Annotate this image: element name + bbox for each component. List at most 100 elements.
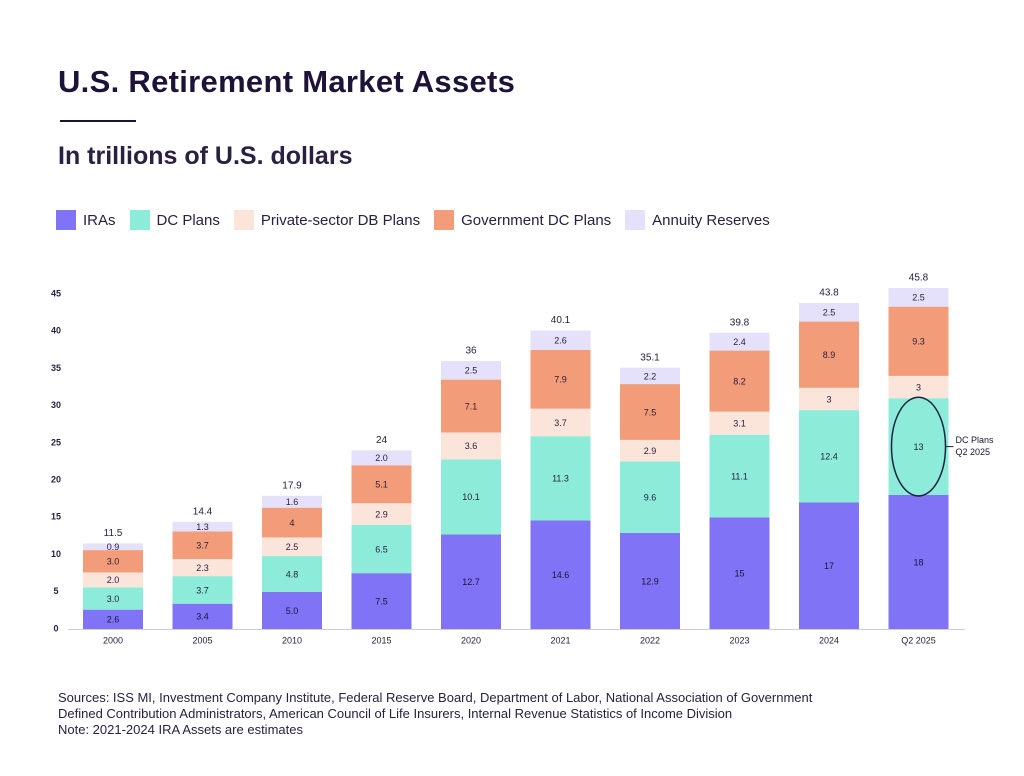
- legend-label-annuity-reserves: Annuity Reserves: [652, 211, 770, 229]
- stacked-bar-chart: 0 5 10 15 20 25 30 35 40 45 2.6 3.0 2.0 3.0 0.9 11.5 200…: [51, 273, 995, 646]
- bar-label-annuity-reserves-2021: 2.6: [554, 336, 567, 346]
- total-label-2010: 17.9: [282, 480, 302, 491]
- bar-label-annuity-reserves-2020: 2.5: [465, 366, 478, 376]
- bar-label-private-sector-db-plans-2010: 2.5: [286, 542, 299, 552]
- bar-dc-plans-2020: [441, 459, 501, 535]
- bar-private-sector-db-plans-q2-2025: [888, 375, 949, 399]
- bar-label-iras-2021: 14.6: [552, 570, 570, 580]
- bar-annuity-reserves-2024: [799, 302, 859, 322]
- bar-private-sector-db-plans-2015: [351, 503, 412, 525]
- legend-item-annuity-reserves: Annuity Reserves: [625, 210, 770, 230]
- bar-label-iras-2023: 15: [734, 569, 744, 579]
- legend-swatch-dc-plans: [129, 210, 150, 230]
- bar-iras-2021: [530, 520, 591, 629]
- bar-label-annuity-reserves-2022: 2.2: [644, 371, 657, 381]
- highlight-callout-label: DC Plans: [956, 435, 995, 445]
- legend-item-government-dc: Government DC Plans: [434, 210, 611, 230]
- y-tick-label-35: 35: [51, 363, 61, 373]
- bar-label-iras-2010: 5.0: [286, 606, 299, 616]
- bar-government-dc-plans-2000: [83, 550, 143, 573]
- bar-annuity-reserves-2015: [351, 450, 412, 466]
- legend-swatch-iras: [56, 210, 76, 230]
- bar-label-iras-2000: 2.6: [107, 615, 120, 625]
- title-underline: [60, 120, 136, 122]
- total-label-q2-2025: 45.8: [909, 273, 929, 284]
- bar-label-annuity-reserves-2015: 2.0: [375, 453, 388, 463]
- bar-label-annuity-reserves-2005: 1.3: [196, 522, 209, 532]
- bar-label-government-dc-plans-2015: 5.1: [375, 480, 388, 490]
- y-tick-label-30: 30: [51, 400, 61, 410]
- bar-label-annuity-reserves-2010: 1.6: [286, 497, 299, 507]
- bar-label-private-sector-db-plans-2023: 3.1: [733, 419, 746, 429]
- bar-government-dc-plans-2024: [799, 321, 859, 388]
- bar-private-sector-db-plans-2021: [530, 408, 591, 437]
- total-label-2020: 36: [465, 346, 477, 357]
- y-tick-label-15: 15: [51, 512, 61, 522]
- bar-label-dc-plans-q2-2025: 13: [913, 442, 923, 452]
- bar-dc-plans-2010: [262, 556, 322, 592]
- bar-iras-2000: [83, 609, 143, 629]
- x-tick-label-q2-2025: Q2 2025: [901, 635, 936, 645]
- bar-label-iras-2024: 17: [824, 561, 834, 571]
- y-tick-label-10: 10: [51, 549, 61, 559]
- bar-label-dc-plans-2005: 3.7: [196, 585, 209, 595]
- bar-dc-plans-2023: [709, 434, 770, 518]
- bar-annuity-reserves-2010: [262, 495, 322, 508]
- bar-label-private-sector-db-plans-2021: 3.7: [554, 418, 567, 428]
- bar-label-dc-plans-2015: 6.5: [375, 544, 388, 554]
- bar-government-dc-plans-2021: [530, 349, 591, 409]
- bar-label-iras-2015: 7.5: [375, 596, 388, 606]
- y-tick-label-25: 25: [51, 437, 61, 447]
- bar-label-iras-2022: 12.9: [641, 576, 659, 586]
- bar-private-sector-db-plans-2005: [172, 559, 233, 577]
- bar-label-government-dc-plans-2023: 8.2: [733, 376, 746, 386]
- bar-label-annuity-reserves-2024: 2.5: [823, 308, 836, 318]
- bar-label-dc-plans-2010: 4.8: [286, 569, 299, 579]
- bar-label-government-dc-plans-2020: 7.1: [465, 401, 478, 411]
- bar-label-private-sector-db-plans-2020: 3.6: [465, 441, 478, 451]
- total-label-2000: 11.5: [104, 528, 123, 539]
- y-tick-label-20: 20: [51, 474, 61, 484]
- bar-government-dc-plans-2015: [351, 465, 412, 504]
- bar-label-iras-q2-2025: 18: [913, 557, 923, 567]
- bar-private-sector-db-plans-2022: [620, 439, 680, 462]
- legend-label-dc-plans: DC Plans: [156, 211, 220, 229]
- note-line: Note: 2021-2024 IRA Assets are estimates: [58, 722, 303, 737]
- y-tick-label-5: 5: [53, 586, 58, 596]
- bar-label-government-dc-plans-2010: 4: [289, 518, 294, 528]
- bar-dc-plans-2022: [620, 461, 680, 533]
- legend-item-private-db: Private-sector DB Plans: [233, 210, 421, 230]
- highlight-callout-sublabel: Q2 2025: [956, 447, 991, 457]
- bar-dc-plans-2021: [530, 436, 591, 521]
- bar-government-dc-plans-2005: [172, 531, 233, 560]
- x-tick-label-2023: 2023: [729, 635, 749, 645]
- legend: IRAs DC Plans Private-sector DB Plans Go…: [56, 210, 784, 230]
- bar-dc-plans-2015: [351, 524, 412, 574]
- bar-label-private-sector-db-plans-2022: 2.9: [644, 446, 657, 456]
- bar-annuity-reserves-2022: [620, 367, 680, 385]
- bar-label-dc-plans-2021: 11.3: [552, 474, 569, 484]
- bar-private-sector-db-plans-2020: [441, 432, 501, 460]
- x-tick-label-2020: 2020: [461, 635, 481, 645]
- bar-label-government-dc-plans-2021: 7.9: [554, 375, 567, 385]
- bar-label-government-dc-plans-2005: 3.7: [196, 541, 209, 551]
- total-label-2021: 40.1: [551, 315, 571, 326]
- legend-label-private-db: Private-sector DB Plans: [260, 211, 421, 229]
- bar-label-private-sector-db-plans-2015: 2.9: [375, 509, 388, 519]
- bar-label-private-sector-db-plans-2000: 2.0: [107, 575, 120, 585]
- sources-line-2: Defined Contribution Administrators, Ame…: [58, 706, 733, 721]
- sources-line-1: Sources: ISS MI, Investment Company Inst…: [58, 690, 813, 705]
- bar-iras-2020: [441, 534, 501, 629]
- legend-swatch-annuity-reserves: [625, 210, 646, 230]
- x-tick-label-2005: 2005: [192, 635, 212, 645]
- bar-label-annuity-reserves-2000: 0.9: [107, 542, 120, 552]
- bar-government-dc-plans-2010: [262, 507, 322, 538]
- bar-label-government-dc-plans-2024: 8.9: [823, 350, 836, 360]
- legend-item-iras: IRAs: [56, 210, 116, 230]
- x-tick-label-2000: 2000: [103, 635, 123, 645]
- bar-dc-plans-2024: [799, 410, 859, 503]
- bar-government-dc-plans-2020: [441, 379, 501, 433]
- legend-swatch-government-dc: [434, 210, 455, 230]
- chart-subtitle: In trillions of U.S. dollars: [58, 142, 353, 170]
- bar-dc-plans-2005: [172, 576, 233, 604]
